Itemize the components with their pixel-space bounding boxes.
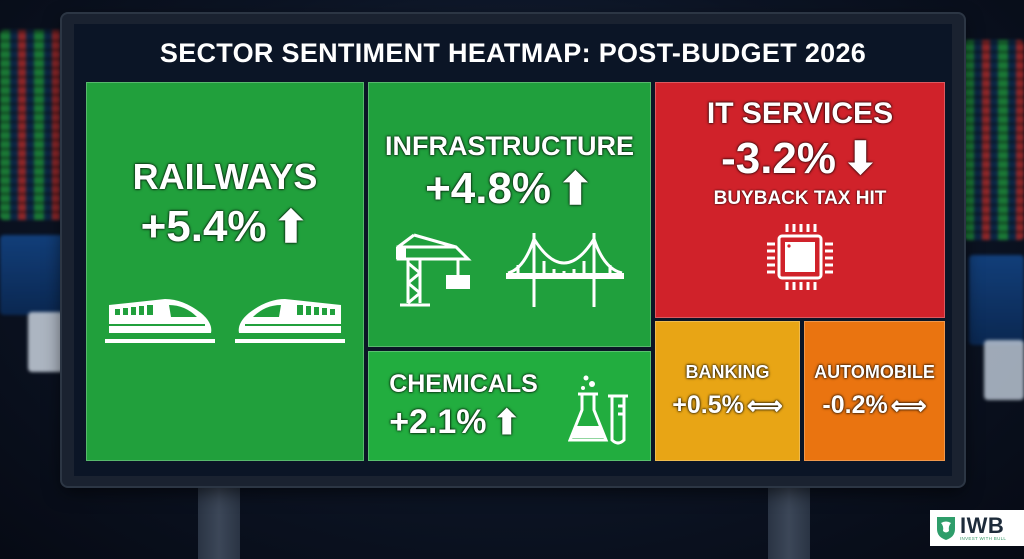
sector-name: RAILWAYS bbox=[132, 155, 318, 197]
sector-note: BUYBACK TAX HIT bbox=[713, 188, 887, 209]
arrow-up-icon: ⬆ bbox=[492, 403, 522, 442]
monitor-stand bbox=[198, 484, 240, 559]
arrow-left-right-icon: ⟺ bbox=[890, 391, 927, 420]
change-value: +0.5% bbox=[672, 391, 744, 419]
heatmap-title: SECTOR SENTIMENT HEATMAP: POST-BUDGET 20… bbox=[159, 38, 867, 68]
change-value: -3.2% bbox=[721, 133, 837, 183]
arrow-left-right-icon: ⟺ bbox=[746, 391, 783, 420]
sector-name: BANKING bbox=[685, 361, 770, 382]
arrow-up-icon: ⬆ bbox=[557, 164, 594, 214]
sector-name: AUTOMOBILE bbox=[814, 361, 935, 382]
arrow-up-icon: ⬆ bbox=[272, 202, 310, 252]
tile-automobile: AUTOMOBILE -0.2% ⟺ bbox=[804, 321, 945, 461]
train-icon bbox=[105, 298, 215, 343]
sector-name: CHEMICALS bbox=[389, 369, 538, 398]
background-trading-screen bbox=[0, 30, 70, 220]
tile-chemicals: CHEMICALS +2.1% ⬆ bbox=[368, 351, 651, 461]
sector-change: -3.2% ⬇ bbox=[721, 133, 879, 184]
background-monitor bbox=[28, 312, 64, 372]
tile-banking: BANKING +0.5% ⟺ bbox=[655, 321, 800, 461]
crane-icon bbox=[395, 233, 472, 306]
change-value: +2.1% bbox=[389, 403, 487, 441]
background-trading-screen bbox=[969, 255, 1024, 345]
change-value: -0.2% bbox=[822, 391, 888, 419]
chip-icon bbox=[767, 224, 833, 290]
arrow-down-icon: ⬇ bbox=[842, 134, 879, 183]
tile-infrastructure: INFRASTRUCTURE +4.8% ⬆ bbox=[368, 82, 651, 347]
sector-change: +2.1% ⬆ bbox=[389, 403, 521, 443]
sector-change: +4.8% ⬆ bbox=[425, 164, 594, 215]
tile-it-services: IT SERVICES -3.2% ⬇ BUYBACK TAX HIT bbox=[655, 82, 945, 318]
sector-change: +0.5% ⟺ bbox=[672, 391, 782, 421]
background-trading-screen bbox=[0, 235, 65, 315]
train-icon bbox=[235, 298, 345, 343]
sector-change: -0.2% ⟺ bbox=[822, 391, 926, 421]
sector-name: INFRASTRUCTURE bbox=[385, 130, 634, 161]
background-trading-screen bbox=[964, 40, 1024, 240]
brand-tagline: INVEST WITH BULL bbox=[960, 535, 1007, 541]
flask-icon bbox=[567, 375, 628, 445]
sector-change: +5.4% ⬆ bbox=[141, 202, 310, 253]
background-monitor bbox=[984, 340, 1024, 400]
change-value: +4.8% bbox=[425, 164, 552, 213]
brand-name: IWB bbox=[960, 512, 1005, 538]
change-value: +5.4% bbox=[140, 202, 267, 251]
bridge-icon bbox=[505, 232, 624, 307]
sector-name: IT SERVICES bbox=[706, 97, 894, 130]
bull-shield-icon bbox=[937, 517, 955, 540]
brand-logo: IWB INVEST WITH BULL bbox=[930, 510, 1024, 546]
tile-railways: RAILWAYS +5.4% ⬆ bbox=[86, 82, 364, 461]
monitor-stand bbox=[768, 484, 810, 559]
